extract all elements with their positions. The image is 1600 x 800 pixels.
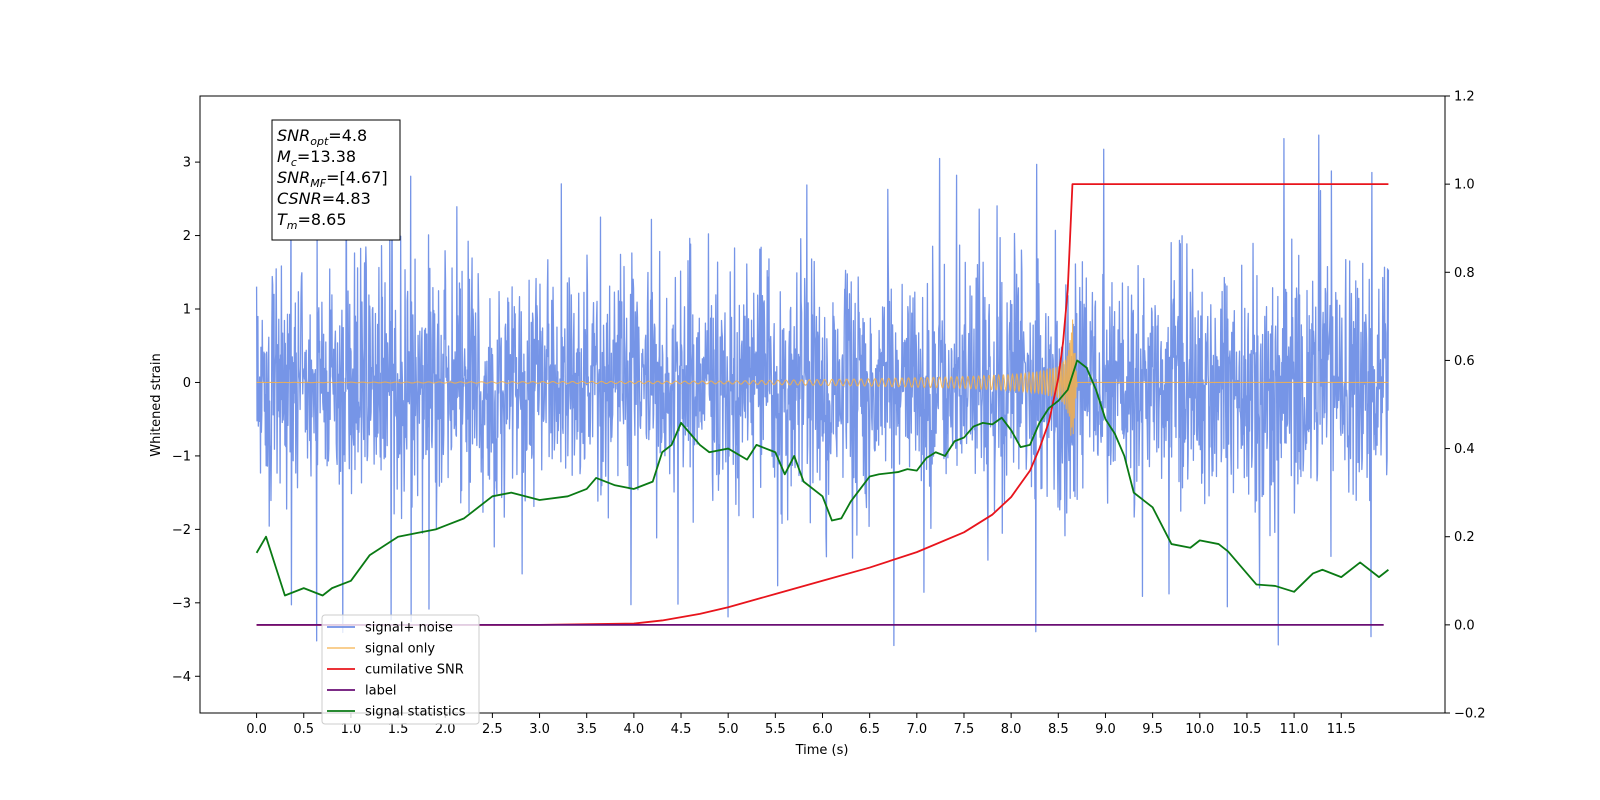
- y-axis-left: 3 2 1 0 −1 −2 −3 −4: [172, 156, 200, 685]
- annotation-frame: [271, 119, 401, 241]
- x-tick-label: 7.0: [906, 722, 927, 737]
- x-tick-label: 8.5: [1048, 722, 1069, 737]
- y-tick-label: 2: [183, 229, 191, 244]
- x-tick-label: 0.5: [293, 722, 314, 737]
- annotation-subscript: c: [291, 156, 297, 169]
- series-line-signal-only: [256, 319, 1389, 436]
- x-tick-label: 1.5: [388, 722, 409, 737]
- legend-label: cumilative SNR: [365, 663, 464, 678]
- y2-tick-label: 1.0: [1454, 178, 1475, 193]
- x-tick-label: 4.0: [624, 722, 645, 737]
- legend-label: signal+ noise: [365, 621, 453, 636]
- legend: signal+ noise signal only cumilative SNR la…: [321, 614, 480, 725]
- annotation-subscript: MF: [310, 177, 326, 190]
- x-tick-label: 9.0: [1095, 722, 1116, 737]
- legend-label: signal statistics: [365, 705, 466, 720]
- x-tick-label: 3.0: [529, 722, 550, 737]
- x-tick-label: 7.5: [954, 722, 975, 737]
- y-tick-label: −2: [172, 523, 191, 538]
- annotation-subscript: opt: [310, 135, 329, 148]
- legend-label: signal only: [365, 642, 435, 657]
- x-tick-label: 4.5: [671, 722, 692, 737]
- x-tick-label: 3.5: [576, 722, 597, 737]
- y2-tick-label: −0.2: [1454, 707, 1486, 722]
- x-axis: 0.0 0.5 1.0 1.5 2.0 2.5 3.0 3.5 4.0 4.5 5.0 5.5 6.0 6…: [246, 713, 1356, 737]
- x-tick-label: 5.0: [718, 722, 739, 737]
- annotation-line: SNRopt=4.8: [277, 126, 367, 148]
- x-tick-label: 2.0: [435, 722, 456, 737]
- series-line-cumilative-snr: [256, 183, 1389, 626]
- y-tick-label: −3: [172, 596, 191, 611]
- y2-tick-label: 0.6: [1454, 354, 1475, 369]
- series-line-signal-statistics: [255, 359, 1389, 597]
- y-tick-label: −4: [172, 670, 191, 685]
- y-axis-label: Whitened strain: [149, 353, 164, 456]
- y2-tick-label: 0.2: [1454, 530, 1475, 545]
- x-tick-label: 6.5: [859, 722, 880, 737]
- y-tick-label: 1: [183, 303, 191, 318]
- y-tick-label: 3: [183, 156, 191, 171]
- annotation-value: =8.65: [298, 210, 347, 229]
- annotation-symbol: SNR: [277, 126, 310, 145]
- x-tick-label: 10.0: [1185, 722, 1214, 737]
- annotation-symbol: SNR: [277, 168, 310, 187]
- y-tick-label: −1: [172, 449, 191, 464]
- annotation-line: SNRMF=[4.67]: [277, 168, 388, 190]
- annotation-value: =4.8: [328, 126, 367, 145]
- annotation-line: Mc=13.38: [277, 147, 356, 169]
- y-axis-right: 1.2 1.0 0.8 0.6 0.4 0.2 0.0 −0.2: [1445, 90, 1486, 722]
- y-tick-label: 0: [183, 376, 191, 391]
- annotation-value: =4.83: [322, 189, 371, 208]
- y2-tick-label: 0.8: [1454, 266, 1475, 281]
- x-tick-label: 2.5: [482, 722, 503, 737]
- annotation-value: =13.38: [297, 147, 356, 166]
- x-tick-label: 11.5: [1327, 722, 1356, 737]
- series-line-signal-noise: [255, 126, 1390, 647]
- annotation-symbol: CSNR: [277, 189, 322, 208]
- annotation-value: =[4.67]: [326, 168, 388, 187]
- x-tick-label: 11.0: [1280, 722, 1309, 737]
- annotation-symbol: M: [277, 147, 291, 166]
- annotation-symbol: T: [277, 210, 288, 229]
- stats-annotation-box: SNRopt=4.8Mc=13.38SNRMF=[4.67]CSNR=4.83T…: [271, 119, 401, 241]
- x-tick-label: 9.5: [1142, 722, 1163, 737]
- x-tick-label: 6.0: [812, 722, 833, 737]
- x-tick-label: 10.5: [1232, 722, 1261, 737]
- x-tick-label: 5.5: [765, 722, 786, 737]
- annotation-subscript: m: [287, 219, 298, 232]
- x-tick-label: 8.0: [1001, 722, 1022, 737]
- x-tick-label: 0.0: [246, 722, 267, 737]
- annotation-line: Tm=8.65: [277, 210, 347, 232]
- y2-tick-label: 0.4: [1454, 442, 1475, 457]
- y2-tick-label: 1.2: [1454, 90, 1475, 105]
- x-axis-label: Time (s): [795, 743, 849, 758]
- annotation-line: CSNR=4.83: [277, 189, 371, 208]
- legend-label: label: [365, 684, 396, 699]
- y2-tick-label: 0.0: [1454, 618, 1475, 633]
- legend-frame: [321, 614, 480, 725]
- x-tick-label: 1.0: [341, 722, 362, 737]
